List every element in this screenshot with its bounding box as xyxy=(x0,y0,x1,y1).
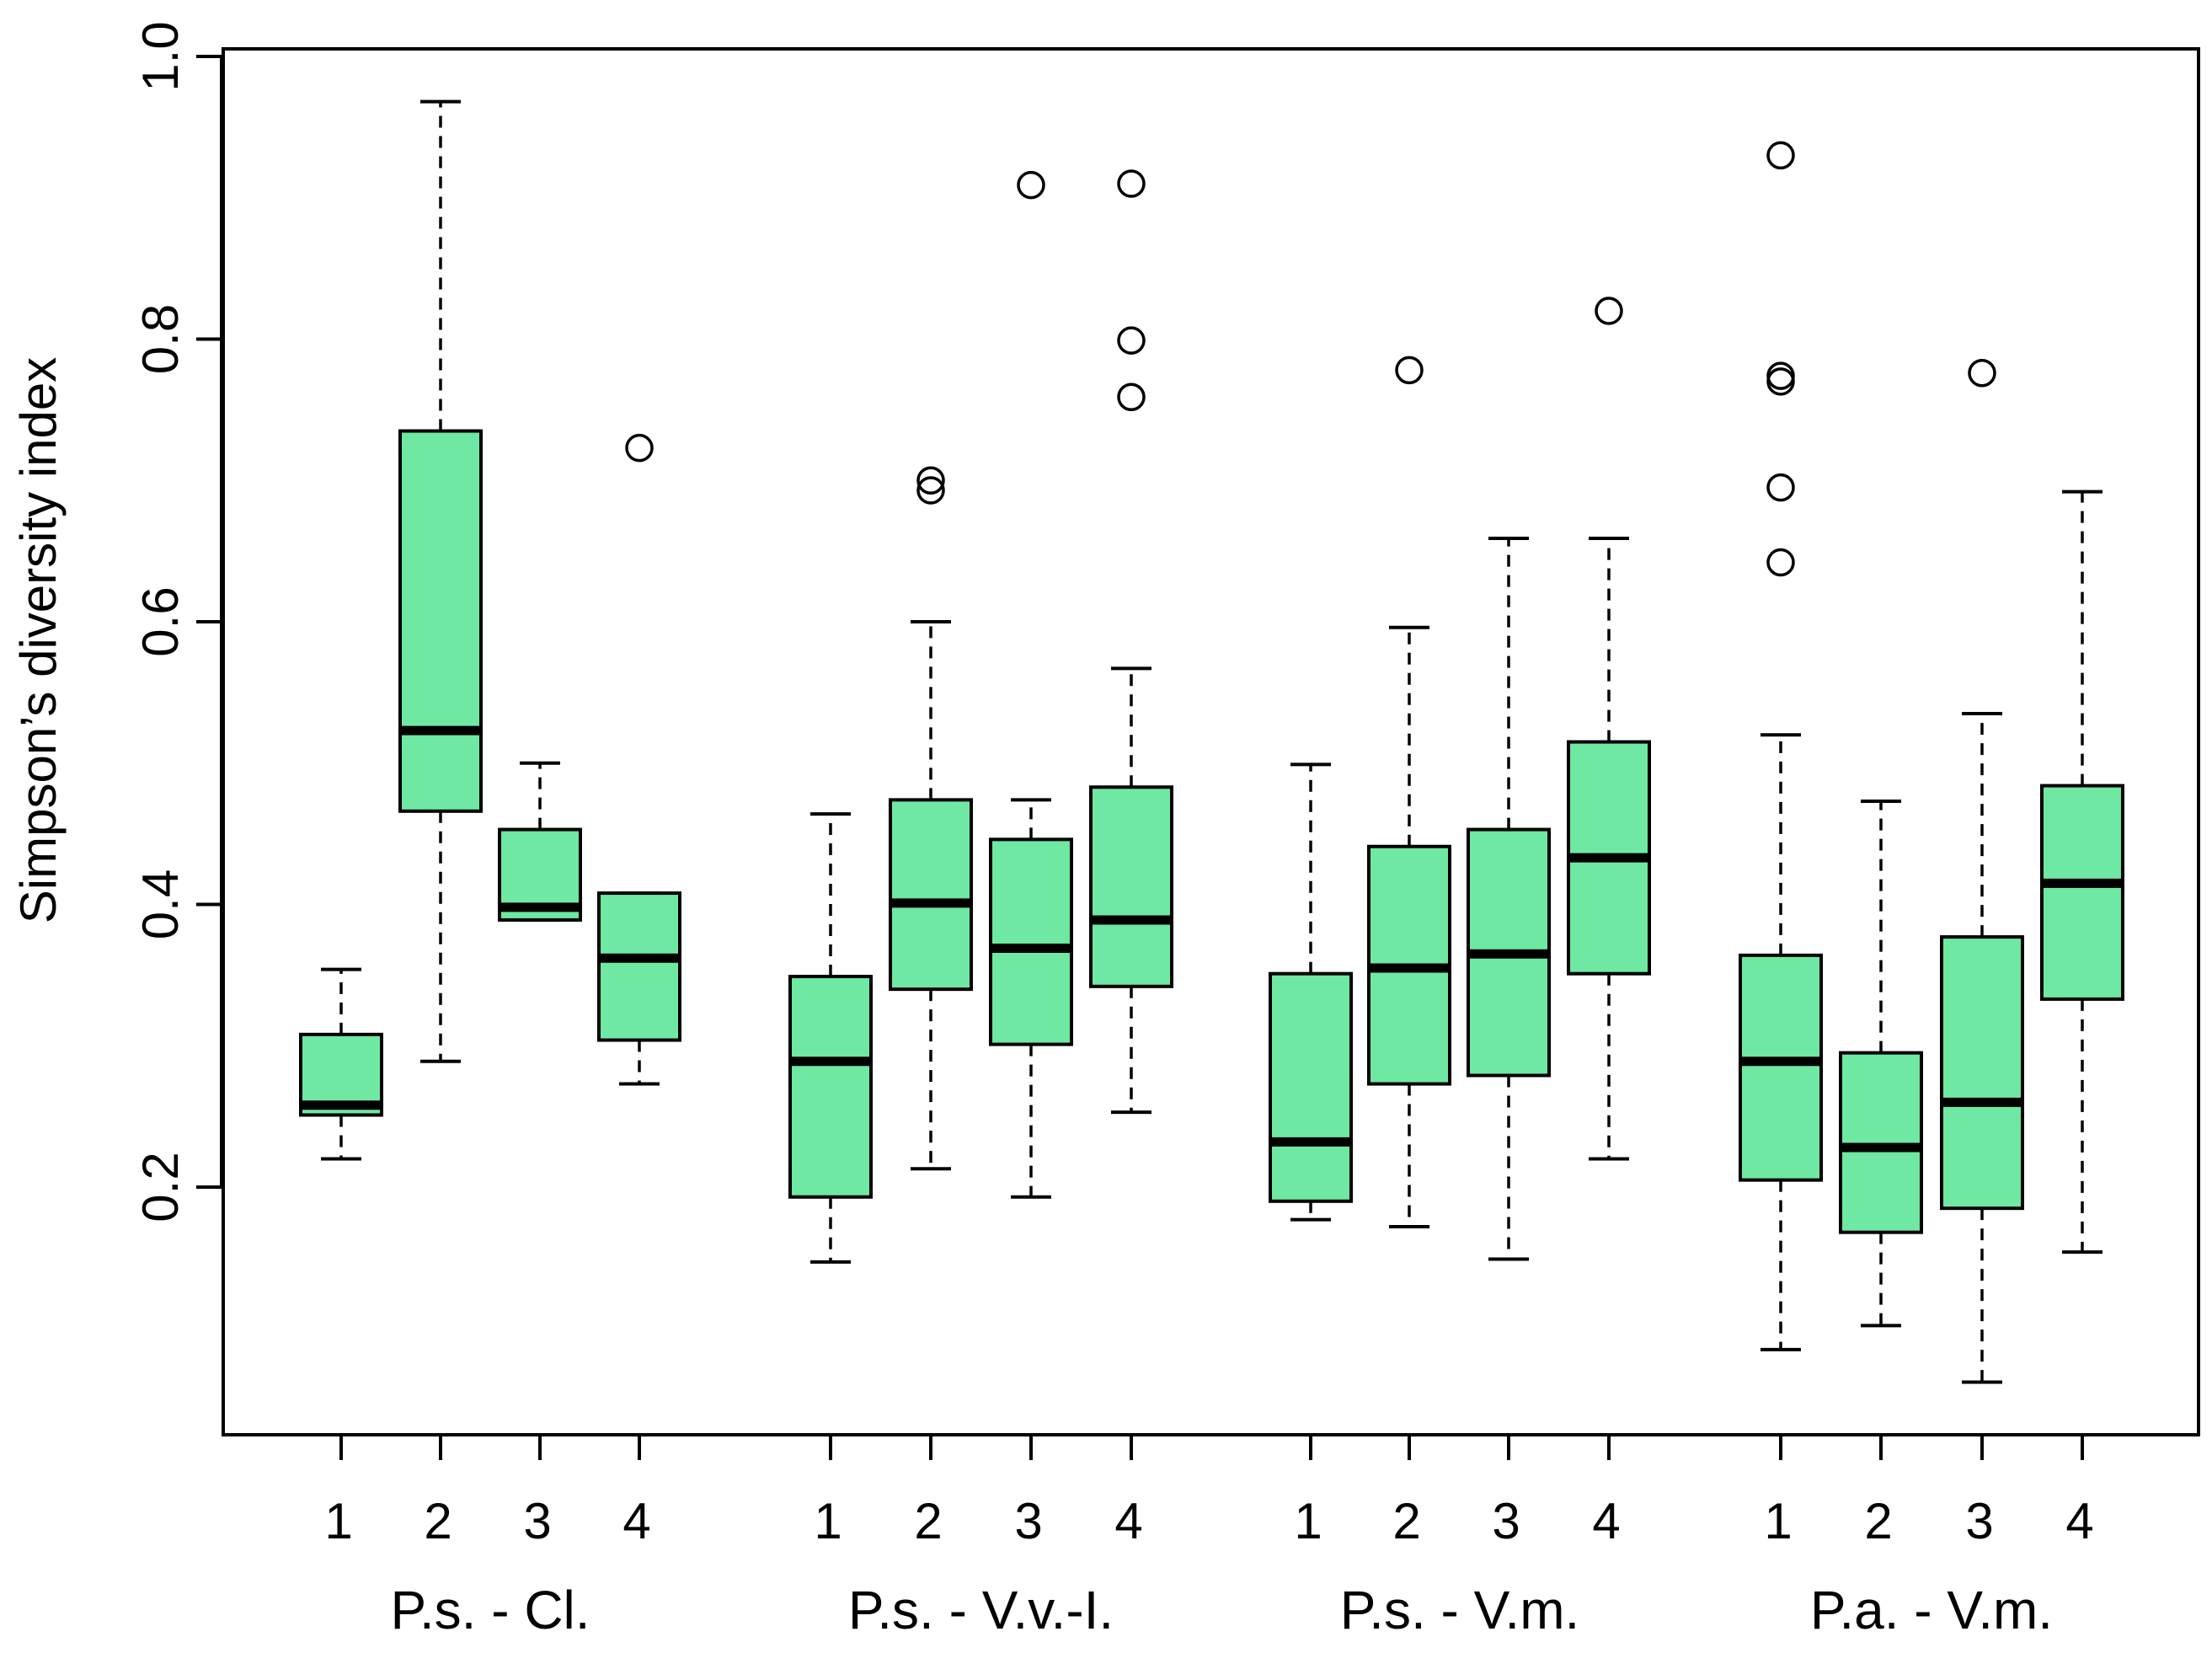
outlier-point xyxy=(916,476,945,505)
x-tick-label: 4 xyxy=(1114,1493,1142,1549)
x-tick-label: 3 xyxy=(1965,1493,1993,1549)
iqr-box xyxy=(1089,785,1173,988)
x-tick-label: 2 xyxy=(914,1493,942,1549)
y-axis: 0.2 0.4 0.6 0.8 1.0 xyxy=(132,21,223,1222)
group-2 xyxy=(788,169,1173,1264)
outlier-point xyxy=(1766,367,1795,396)
box-2-2 xyxy=(889,466,973,1171)
box-2-1 xyxy=(788,812,873,1264)
box-1-4 xyxy=(597,433,681,1086)
x-tick-label: 1 xyxy=(1764,1493,1792,1549)
group-label: P.s. - V.v.-I. xyxy=(848,1580,1114,1640)
outlier-point xyxy=(1766,548,1795,577)
group-1 xyxy=(299,99,681,1161)
y-tick-label: 0.8 xyxy=(132,304,189,374)
iqr-box xyxy=(1839,1051,1923,1234)
outlier-point xyxy=(1117,169,1146,198)
box-3-2 xyxy=(1367,356,1451,1228)
x-tick-label: 2 xyxy=(1864,1493,1892,1549)
iqr-box xyxy=(889,798,973,992)
x-tick-label: 2 xyxy=(424,1493,451,1549)
y-tick-label: 0.6 xyxy=(132,586,189,656)
x-tick-label: 1 xyxy=(814,1493,842,1549)
x-tick-label: 3 xyxy=(1014,1493,1042,1549)
iqr-box xyxy=(788,975,873,1199)
y-tick-label: 1.0 xyxy=(132,21,189,91)
outlier-point xyxy=(1017,170,1045,200)
group-label: P.a. - V.m. xyxy=(1810,1580,2053,1640)
outlier-point xyxy=(1766,361,1795,390)
x-tick-label: 3 xyxy=(523,1493,551,1549)
outlier-point xyxy=(625,433,654,463)
iqr-box xyxy=(2040,784,2124,1001)
box-1-1 xyxy=(299,967,383,1161)
box-4-4 xyxy=(2040,489,2124,1254)
box-3-3 xyxy=(1467,537,1551,1261)
x-tick-label: 1 xyxy=(1294,1493,1322,1549)
box-1-3 xyxy=(498,761,582,922)
y-axis-label: Simpson’s diversity index xyxy=(10,357,67,924)
group-label: P.s. - Cl. xyxy=(390,1580,590,1640)
outlier-point xyxy=(1117,326,1146,355)
outlier-point xyxy=(1766,473,1795,502)
box-4-2 xyxy=(1839,800,1923,1328)
iqr-box xyxy=(1739,953,1823,1182)
box-4-1 xyxy=(1739,141,1823,1351)
box-1-2 xyxy=(398,99,483,1063)
group-4 xyxy=(1739,141,2124,1384)
outlier-point xyxy=(1395,356,1424,385)
x-axis: 1 2 3 4P.s. - Cl.1 2 3 4P.s. - V.v.-I.1 2 3 4P.s.… xyxy=(324,1433,2094,1640)
box-3-4 xyxy=(1567,297,1651,1161)
outlier-point xyxy=(916,466,945,495)
group-3 xyxy=(1269,297,1651,1261)
x-tick-label: 4 xyxy=(1592,1493,1620,1549)
iqr-box xyxy=(1940,935,2024,1211)
x-tick-label: 4 xyxy=(2065,1493,2093,1549)
box-2-4 xyxy=(1089,169,1173,1115)
x-tick-label: 3 xyxy=(1492,1493,1520,1549)
y-tick-label: 0.2 xyxy=(132,1152,189,1222)
outlier-point xyxy=(1766,141,1795,170)
outlier-point xyxy=(1968,359,1996,388)
iqr-box xyxy=(398,429,483,813)
iqr-box xyxy=(1269,971,1353,1203)
x-tick-label: 1 xyxy=(324,1493,352,1549)
group-label: P.s. - V.m. xyxy=(1340,1580,1580,1640)
x-tick-label: 2 xyxy=(1392,1493,1420,1549)
x-tick-label: 4 xyxy=(622,1493,650,1549)
iqr-box xyxy=(989,837,1073,1046)
y-tick-label: 0.4 xyxy=(132,869,189,939)
box-3-1 xyxy=(1269,762,1353,1222)
iqr-box xyxy=(597,891,681,1042)
boxes-layer xyxy=(299,99,2124,1384)
box-2-3 xyxy=(989,170,1073,1199)
outlier-point xyxy=(1595,297,1623,325)
outlier-point xyxy=(1117,382,1146,412)
box-4-3 xyxy=(1940,359,2024,1384)
